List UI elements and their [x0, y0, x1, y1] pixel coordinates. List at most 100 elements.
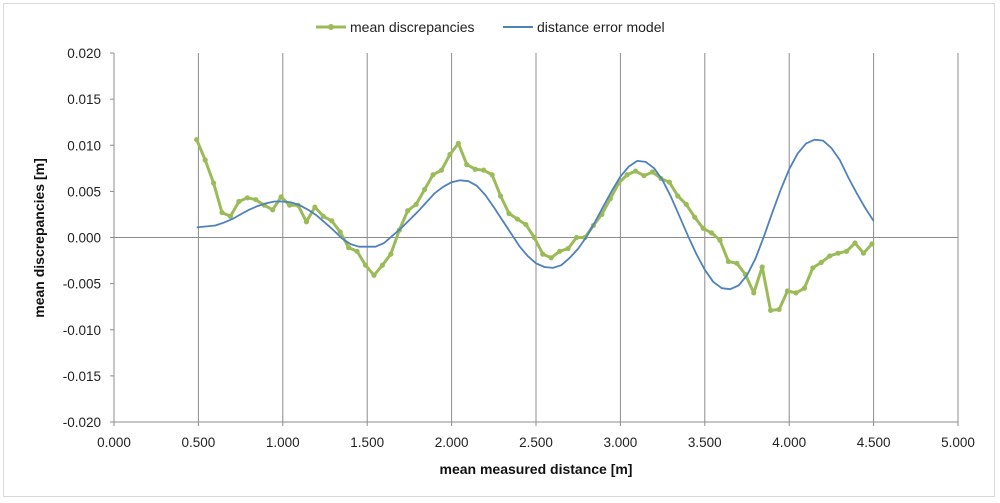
- data-point-mean-discrepancies: [210, 180, 217, 186]
- data-point-mean-discrepancies: [734, 260, 740, 266]
- legend: mean discrepancies distance error model: [316, 19, 665, 35]
- x-tick-label: 1.500: [350, 435, 384, 450]
- data-point-mean-discrepancies: [312, 204, 318, 210]
- data-point-mean-discrepancies: [692, 214, 698, 220]
- series-layer: [194, 137, 875, 313]
- data-point-mean-discrepancies: [801, 285, 807, 291]
- data-point-mean-discrepancies: [497, 193, 504, 199]
- data-point-mean-discrepancies: [346, 245, 352, 251]
- y-tick-label: 0.020: [67, 46, 101, 61]
- data-point-mean-discrepancies: [489, 172, 495, 178]
- data-point-mean-discrepancies: [860, 250, 867, 256]
- data-point-mean-discrepancies: [303, 219, 310, 225]
- data-point-mean-discrepancies: [481, 167, 487, 173]
- data-point-mean-discrepancies: [641, 173, 647, 179]
- data-point-mean-discrepancies: [253, 197, 259, 203]
- y-tick-label: 0.000: [67, 231, 101, 246]
- data-point-mean-discrepancies: [531, 234, 537, 241]
- data-point-mean-discrepancies: [447, 151, 453, 158]
- data-point-mean-discrepancies: [278, 194, 284, 200]
- data-point-mean-discrepancies: [835, 250, 841, 256]
- series-line-mean-discrepancies: [195, 139, 874, 312]
- data-point-mean-discrepancies: [540, 251, 546, 257]
- data-point-mean-discrepancies: [430, 172, 436, 178]
- x-tick-label: 4.500: [857, 435, 891, 450]
- legend-label-distance-error-model: distance error model: [537, 19, 665, 35]
- data-point-mean-discrepancies: [227, 213, 234, 219]
- x-tick-label: 2.500: [519, 435, 553, 450]
- x-tick-label: 2.000: [435, 435, 469, 450]
- data-point-mean-discrepancies: [683, 201, 689, 207]
- data-point-mean-discrepancies: [523, 221, 529, 228]
- data-point-mean-discrepancies: [827, 253, 833, 259]
- legend-label-mean-discrepancies: mean discrepancies: [350, 19, 475, 35]
- data-point-mean-discrepancies: [194, 137, 200, 143]
- y-tick-label: -0.005: [63, 277, 101, 292]
- y-tick-label: 0.015: [67, 92, 101, 107]
- data-point-mean-discrepancies: [784, 288, 791, 294]
- data-point-mean-discrepancies: [455, 140, 461, 147]
- data-point-mean-discrepancies: [818, 259, 824, 266]
- x-tick-label: 5.000: [941, 435, 975, 450]
- data-point-mean-discrepancies: [405, 208, 411, 214]
- data-point-mean-discrepancies: [421, 186, 428, 193]
- data-point-mean-discrepancies: [362, 262, 369, 268]
- legend-dot-mean-discrepancies: [328, 24, 334, 30]
- data-point-mean-discrepancies: [717, 237, 723, 243]
- tick-labels: 0.000 0.500 1.000 1.500 2.000 2.500 3.000 3.500…: [63, 46, 975, 450]
- y-tick-label: -0.015: [63, 369, 101, 384]
- data-point-mean-discrepancies: [464, 162, 470, 168]
- data-point-mean-discrepancies: [270, 207, 276, 213]
- data-point-mean-discrepancies: [565, 245, 571, 252]
- x-tick-label: 3.500: [688, 435, 722, 450]
- x-axis-title: mean measured distance [m]: [440, 461, 633, 477]
- x-tick-label: 0.500: [182, 435, 216, 450]
- data-point-mean-discrepancies: [759, 264, 765, 270]
- series-line-distance-error-model: [196, 138, 875, 291]
- data-point-mean-discrepancies: [219, 209, 225, 216]
- data-point-mean-discrepancies: [708, 230, 715, 236]
- y-tick-label: -0.020: [63, 415, 101, 430]
- data-point-mean-discrepancies: [725, 258, 732, 265]
- data-point-mean-discrepancies: [632, 168, 639, 174]
- x-tick-label: 1.000: [266, 435, 300, 450]
- data-point-mean-discrepancies: [776, 306, 782, 313]
- data-point-mean-discrepancies: [700, 225, 706, 231]
- data-point-mean-discrepancies: [557, 248, 563, 254]
- data-point-mean-discrepancies: [624, 172, 630, 178]
- data-point-mean-discrepancies: [573, 234, 580, 241]
- data-point-mean-discrepancies: [843, 248, 850, 254]
- data-point-mean-discrepancies: [472, 166, 478, 172]
- data-point-mean-discrepancies: [236, 198, 242, 205]
- data-point-mean-discrepancies: [514, 216, 521, 222]
- data-point-mean-discrepancies: [379, 262, 385, 268]
- data-point-mean-discrepancies: [793, 290, 799, 296]
- data-point-mean-discrepancies: [675, 193, 681, 199]
- x-tick-label: 0.000: [97, 435, 131, 450]
- y-tick-label: 0.005: [67, 184, 101, 199]
- data-point-mean-discrepancies: [852, 240, 858, 246]
- data-point-mean-discrepancies: [286, 202, 293, 208]
- data-point-mean-discrepancies: [666, 179, 672, 185]
- data-point-mean-discrepancies: [751, 290, 757, 296]
- y-tick-label: 0.010: [67, 138, 101, 153]
- data-point-mean-discrepancies: [768, 307, 774, 313]
- data-point-mean-discrepancies: [244, 195, 250, 201]
- data-point-mean-discrepancies: [810, 265, 816, 271]
- x-tick-label: 4.000: [772, 435, 806, 450]
- data-point-mean-discrepancies: [320, 213, 326, 219]
- data-point-mean-discrepancies: [329, 218, 335, 224]
- data-point-mean-discrepancies: [649, 169, 656, 175]
- data-point-mean-discrepancies: [371, 272, 377, 278]
- data-point-mean-discrepancies: [337, 229, 343, 235]
- chart-frame: [3, 3, 995, 497]
- data-point-mean-discrepancies: [388, 251, 394, 257]
- data-point-mean-discrepancies: [202, 157, 208, 163]
- data-point-mean-discrepancies: [438, 167, 445, 173]
- data-point-mean-discrepancies: [413, 201, 419, 207]
- data-point-mean-discrepancies: [548, 255, 554, 261]
- y-axis-title: mean discrepancies [m]: [31, 158, 47, 318]
- data-point-mean-discrepancies: [506, 210, 512, 217]
- y-tick-label: -0.010: [63, 323, 101, 338]
